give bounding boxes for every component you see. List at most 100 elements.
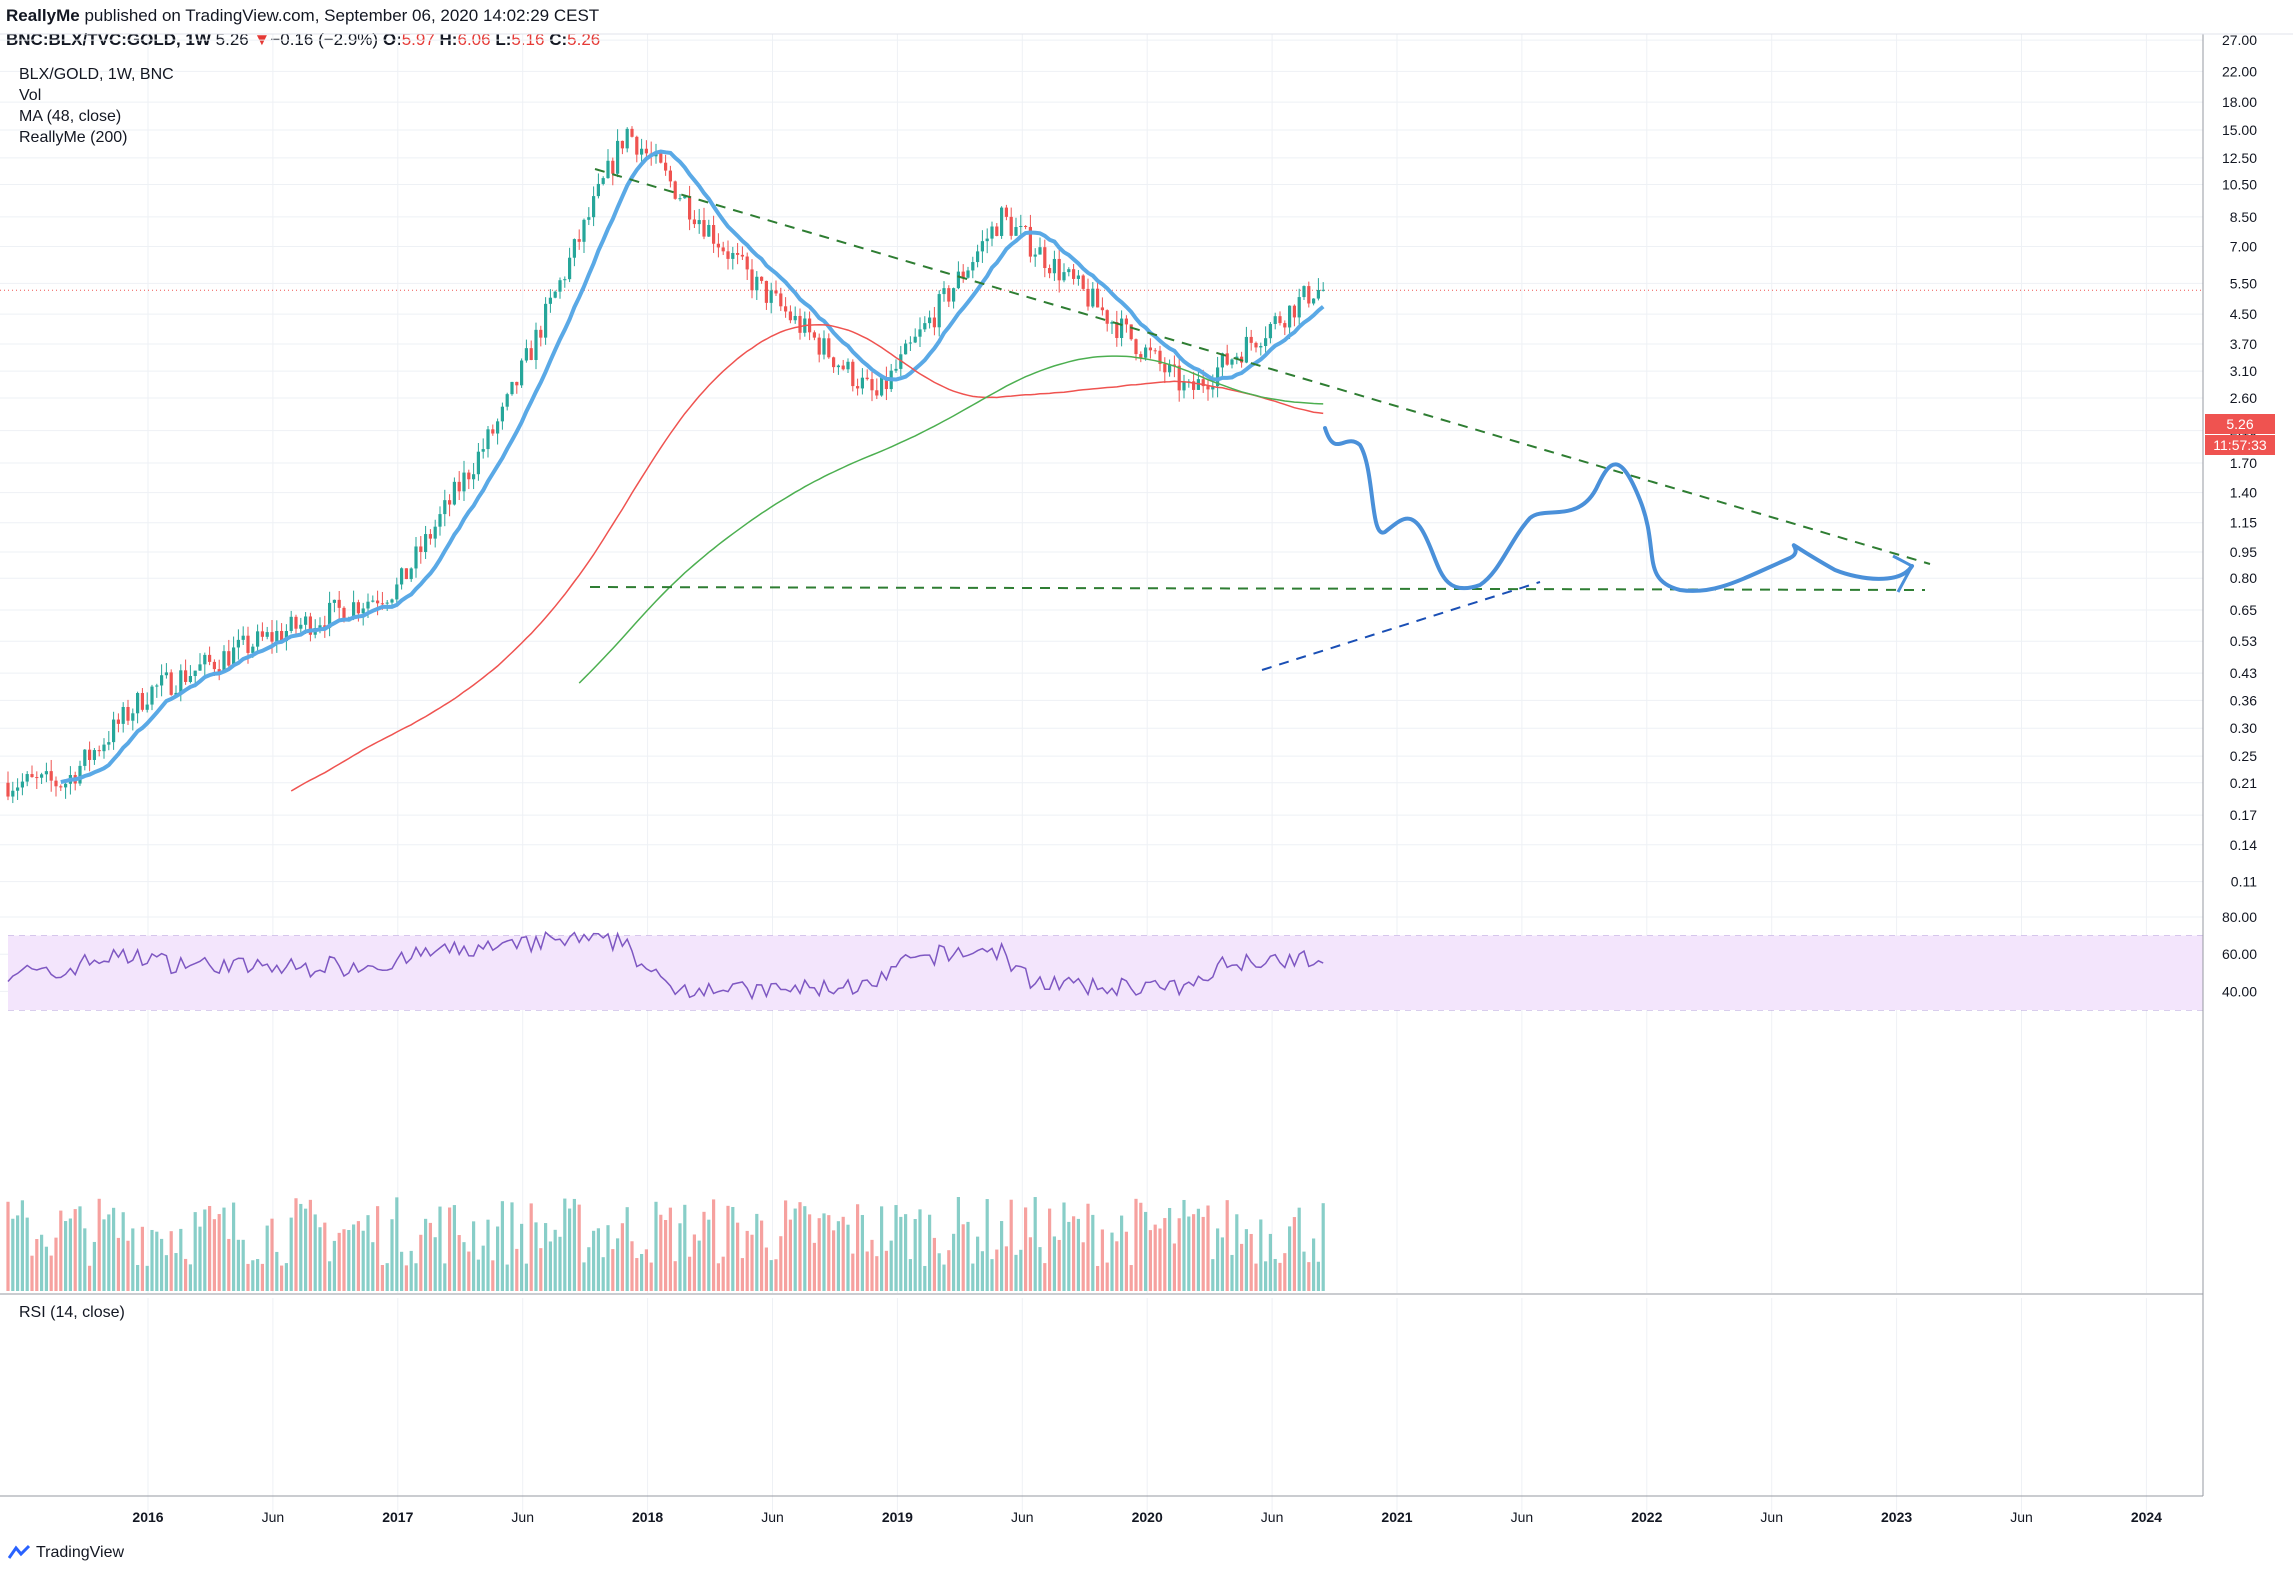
volume-bar: [251, 1260, 255, 1291]
candle-body: [112, 719, 116, 743]
candle-body: [952, 288, 956, 302]
volume-bar: [304, 1208, 308, 1291]
volume-bar: [534, 1222, 538, 1291]
candle-body: [6, 782, 10, 797]
candle-body: [376, 600, 380, 604]
volume-bar: [736, 1222, 740, 1291]
indicator-lines: [7, 149, 1325, 1001]
candle-body: [496, 421, 500, 434]
candle-body: [1220, 353, 1224, 368]
volume-bar: [6, 1201, 10, 1291]
volume-bar: [1225, 1200, 1229, 1291]
candle-body: [395, 584, 399, 600]
volume-bar: [1312, 1238, 1316, 1291]
candle-body: [1292, 305, 1296, 318]
candle-body: [1028, 226, 1032, 257]
candle-body: [736, 252, 740, 255]
legend-ma[interactable]: MA (48, close): [19, 108, 122, 125]
legend-custom[interactable]: ReallyMe (200): [19, 129, 128, 146]
candle-body: [476, 451, 480, 475]
volume-bar: [515, 1248, 519, 1291]
volume-bar: [548, 1241, 552, 1291]
legend-main[interactable]: BLX/GOLD, 1W, BNC: [19, 66, 174, 83]
volume-bar: [11, 1218, 15, 1291]
candle-body: [664, 162, 668, 171]
candle-body: [659, 152, 663, 163]
volume-bar: [592, 1230, 596, 1291]
candle-body: [1244, 336, 1248, 363]
price-tick-label: 0.95: [2230, 544, 2257, 560]
candle-body: [932, 317, 936, 328]
time-tick-label: 2024: [2131, 1509, 2162, 1525]
volume-bar: [169, 1231, 173, 1291]
volume-bar: [1000, 1221, 1004, 1291]
volume-bar: [1129, 1265, 1133, 1291]
candle-body: [553, 291, 557, 298]
candle-body: [1144, 347, 1148, 358]
volume-bar: [716, 1263, 720, 1291]
candle-body: [601, 178, 605, 184]
candle-body: [318, 625, 322, 629]
tradingview-brand[interactable]: TradingView: [8, 1544, 124, 1562]
candle-body: [865, 377, 869, 380]
volume-bar: [1105, 1262, 1109, 1291]
volume-bar: [707, 1219, 711, 1291]
volume-bar: [1019, 1249, 1023, 1291]
time-tick-label: 2021: [1381, 1509, 1412, 1525]
volume-bar: [1307, 1262, 1311, 1291]
volume-bar: [44, 1246, 48, 1291]
volume-bar: [563, 1198, 567, 1291]
volume-bar: [496, 1226, 500, 1291]
candle-body: [246, 635, 250, 653]
volume-bar: [980, 1251, 984, 1291]
candle-body: [500, 406, 504, 422]
price-tick-label: 1.70: [2230, 455, 2257, 471]
candle-body: [198, 664, 202, 671]
candle-body: [92, 750, 96, 760]
time-tick-label: 2016: [132, 1509, 163, 1525]
candle-body: [731, 252, 735, 259]
candle-body: [923, 323, 927, 330]
volume-bar: [520, 1223, 524, 1291]
volume-bar: [126, 1240, 130, 1291]
volume-bar: [956, 1197, 960, 1291]
volume-bar: [1148, 1230, 1152, 1291]
author-name[interactable]: ReallyMe: [6, 6, 80, 25]
candle-body: [568, 257, 572, 280]
candle-body: [404, 568, 408, 580]
rsi-title[interactable]: RSI (14, close): [19, 1304, 125, 1321]
volume-bar: [462, 1242, 466, 1291]
volume-bar: [616, 1238, 620, 1291]
volume-bar: [1052, 1236, 1056, 1291]
volume-bar: [419, 1234, 423, 1291]
candle-body: [35, 777, 39, 779]
symbol-label[interactable]: BNC:BLX/TVC:GOLD, 1W: [6, 30, 211, 49]
volume-bar: [1024, 1207, 1028, 1291]
candle-body: [577, 239, 581, 242]
legend-vol[interactable]: Vol: [19, 87, 42, 104]
candle-body: [265, 632, 269, 637]
candle-body: [558, 280, 562, 292]
volume-bar: [140, 1226, 144, 1291]
candle-body: [332, 599, 336, 603]
volume-bar: [1182, 1199, 1186, 1291]
candle-body: [1048, 268, 1052, 274]
volume-bar: [443, 1263, 447, 1291]
candle-body: [136, 693, 140, 714]
volume-bar: [347, 1230, 351, 1291]
volume-bar: [1321, 1203, 1325, 1291]
volume-bar: [54, 1237, 58, 1291]
volume-bar: [918, 1209, 922, 1291]
price-tick-label: 0.43: [2230, 665, 2257, 681]
candle-body: [755, 276, 759, 291]
price-tick-label: 12.50: [2222, 150, 2257, 166]
volume-bar: [1273, 1258, 1277, 1291]
candle-body: [385, 602, 389, 604]
price-tick-label: 0.80: [2230, 570, 2257, 586]
candle-body: [1115, 322, 1119, 338]
volume-bar: [1072, 1216, 1076, 1291]
volume-bar: [952, 1233, 956, 1291]
volume-bar: [673, 1261, 677, 1291]
candle-body: [97, 750, 101, 752]
